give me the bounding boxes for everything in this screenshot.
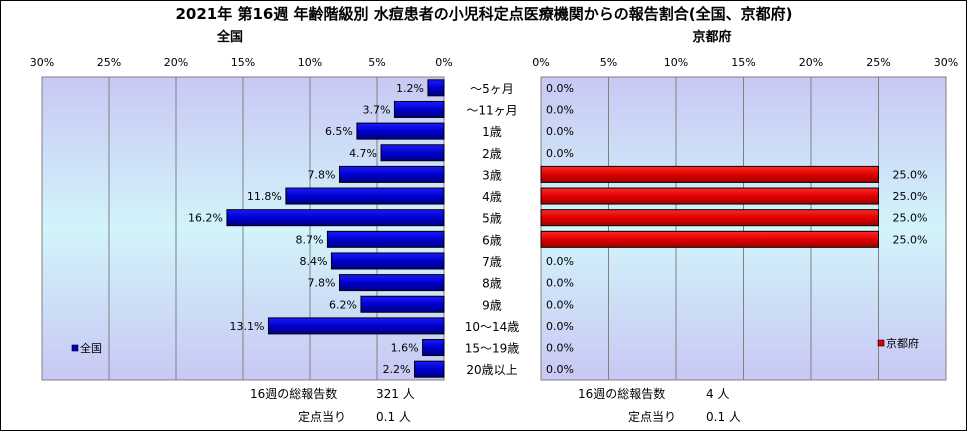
kyoto-x-tick-label: 25%: [866, 56, 890, 69]
national-legend-swatch: [71, 344, 79, 352]
national-data-label: 1.6%: [391, 342, 419, 355]
kyoto-legend: 京都府: [877, 336, 919, 350]
national-data-label: 3.7%: [362, 103, 390, 116]
age-category-label: 15～19歳: [465, 342, 520, 356]
national-bar: [338, 165, 445, 183]
kyoto-data-label: 0.0%: [546, 82, 574, 95]
national-data-label: 8.7%: [295, 233, 323, 246]
national-bar: [226, 209, 445, 227]
kyoto-data-label: 25.0%: [893, 168, 928, 181]
age-category-label: 20歳以上: [466, 363, 517, 377]
national-panel-title: 全国: [216, 29, 243, 45]
kyoto-data-label: 0.0%: [546, 103, 574, 116]
national-bar: [360, 295, 445, 313]
national-data-label: 6.2%: [329, 298, 357, 311]
national-data-label: 6.5%: [325, 125, 353, 138]
national-data-label: 8.4%: [299, 255, 327, 268]
national-data-label: 1.2%: [396, 82, 424, 95]
national-data-label: 2.2%: [383, 363, 411, 376]
age-category-label: 8歳: [482, 277, 502, 291]
kyoto-x-tick-label: 15%: [731, 56, 755, 69]
age-category-label: 9歳: [482, 298, 502, 312]
national-data-label: 11.8%: [247, 190, 282, 203]
national-x-tick-label: 15%: [231, 56, 255, 69]
kyoto-data-label: 0.0%: [546, 277, 574, 290]
national-total-label: 16週の総報告数: [250, 386, 337, 401]
national-x-tick-label: 10%: [298, 56, 322, 69]
kyoto-data-label: 0.0%: [546, 363, 574, 376]
national-x-tick-label: 5%: [368, 56, 385, 69]
age-category-label: 7歳: [482, 255, 502, 269]
national-bar: [422, 339, 445, 357]
kyoto-panel-title: 京都府: [692, 29, 731, 45]
national-x-tick-label: 30%: [30, 56, 54, 69]
kyoto-x-tick-label: 10%: [664, 56, 688, 69]
national-legend-label: 全国: [80, 341, 102, 355]
kyoto-per-label: 定点当り: [628, 409, 676, 424]
national-chart: 0% 5% 10% 15% 20% 25% 30% 1.2% 3.7% 6.5% 4.7% 7.8%…: [30, 56, 453, 381]
kyoto-data-label: 0.0%: [546, 125, 574, 138]
national-bar: [267, 317, 445, 335]
national-legend: 全国: [71, 341, 102, 355]
national-bar: [414, 360, 445, 378]
kyoto-data-label: 0.0%: [546, 320, 574, 333]
national-bar: [427, 79, 445, 97]
kyoto-data-label: 25.0%: [893, 190, 928, 203]
national-total-value: 321 人: [376, 387, 415, 401]
chart-title: 2021年 第16週 年齢階級別 水痘患者の小児科定点医療機関からの報告割合(全…: [175, 5, 792, 23]
national-x-tick-label: 20%: [164, 56, 188, 69]
national-per-value: 0.1 人: [376, 410, 411, 424]
kyoto-bar: [540, 209, 879, 227]
kyoto-data-label: 0.0%: [546, 147, 574, 160]
national-x-tick-label: 25%: [97, 56, 121, 69]
age-category-label: ～11ヶ月: [466, 103, 517, 117]
kyoto-x-tick-label: 20%: [799, 56, 823, 69]
kyoto-bar: [540, 230, 879, 248]
national-data-label: 7.8%: [308, 277, 336, 290]
kyoto-chart: 0% 5% 10% 15% 20% 25% 30% 0.0% 0.0% 0.0% 0.0% 25.0…: [532, 56, 958, 381]
national-data-label: 13.1%: [230, 320, 265, 333]
national-bar: [285, 187, 445, 205]
age-category-label: 3歳: [482, 168, 502, 182]
national-data-label: 16.2%: [188, 212, 223, 225]
national-data-label: 4.7%: [349, 147, 377, 160]
national-per-label: 定点当り: [298, 409, 346, 424]
kyoto-legend-swatch: [877, 339, 885, 347]
national-bar: [338, 274, 445, 292]
age-category-axis: ～5ヶ月 ～11ヶ月 1歳 2歳 3歳 4歳 5歳 6歳 7歳 8歳 9歳 10～14歳 15～19歳 2…: [465, 82, 520, 377]
kyoto-bar: [540, 165, 879, 183]
national-data-label: 7.8%: [308, 168, 336, 181]
footer: 16週の総報告数 321 人 定点当り 0.1 人 16週の総報告数 4 人 定…: [250, 386, 741, 424]
national-bar: [393, 100, 445, 118]
age-category-label: ～5ヶ月: [470, 82, 514, 96]
kyoto-total-label: 16週の総報告数: [578, 386, 665, 401]
kyoto-total-value: 4 人: [706, 387, 729, 401]
age-category-label: 5歳: [482, 212, 502, 226]
age-category-label: 2歳: [482, 147, 502, 161]
kyoto-x-tick-label: 0%: [532, 56, 549, 69]
national-bar: [330, 252, 445, 270]
age-category-label: 1歳: [482, 125, 502, 139]
kyoto-x-tick-label: 5%: [600, 56, 617, 69]
kyoto-data-label: 25.0%: [893, 233, 928, 246]
kyoto-data-label: 0.0%: [546, 255, 574, 268]
kyoto-legend-label: 京都府: [886, 336, 919, 350]
kyoto-bar: [540, 187, 879, 205]
kyoto-per-value: 0.1 人: [706, 410, 741, 424]
kyoto-data-label: 0.0%: [546, 298, 574, 311]
national-x-tick-label: 0%: [435, 56, 452, 69]
age-category-label: 4歳: [482, 190, 502, 204]
age-category-label: 6歳: [482, 233, 502, 247]
kyoto-x-tick-label: 30%: [934, 56, 958, 69]
national-bar: [326, 230, 445, 248]
age-category-label: 10～14歳: [465, 320, 520, 334]
kyoto-data-label: 0.0%: [546, 342, 574, 355]
kyoto-data-label: 25.0%: [893, 212, 928, 225]
national-bar: [380, 144, 445, 162]
national-bar: [356, 122, 445, 140]
